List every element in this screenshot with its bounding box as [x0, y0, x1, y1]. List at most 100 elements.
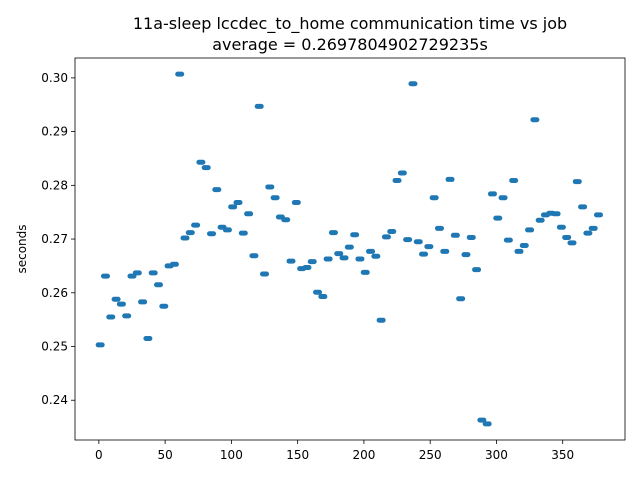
data-point — [440, 248, 450, 254]
chart-title: 11a-sleep lccdec_to_home communication t… — [133, 14, 567, 34]
data-point — [100, 273, 110, 279]
data-point — [238, 230, 248, 236]
data-point — [339, 255, 349, 261]
y-tick-label: 0.29 — [41, 125, 68, 139]
data-point — [588, 225, 598, 231]
data-point — [355, 256, 365, 262]
x-tick-label: 250 — [419, 448, 442, 462]
y-axis: 0.24 0.25 0.26 0.27 0.28 0.29 0.30 — [41, 71, 75, 407]
data-point — [392, 178, 402, 183]
chart-subtitle: average = 0.2697804902729235s — [212, 35, 488, 54]
data-point — [472, 267, 482, 273]
data-point — [207, 231, 217, 237]
data-point — [175, 71, 185, 77]
data-point — [185, 230, 195, 236]
data-point — [228, 204, 238, 210]
data-point — [116, 301, 126, 307]
data-point — [132, 270, 142, 276]
y-tick-label: 0.27 — [41, 232, 68, 246]
data-point — [169, 261, 179, 267]
data-point — [487, 191, 497, 197]
data-point — [578, 204, 588, 210]
data-point — [212, 187, 222, 193]
data-point — [153, 282, 163, 288]
x-tick-label: 200 — [352, 448, 375, 462]
data-point — [503, 237, 513, 243]
data-point — [286, 258, 296, 264]
y-axis-label: seconds — [15, 224, 29, 273]
data-point — [456, 296, 466, 302]
data-point — [477, 417, 487, 423]
x-tick-label: 150 — [286, 448, 309, 462]
data-point — [387, 229, 397, 235]
data-point — [138, 299, 148, 305]
data-point — [583, 230, 593, 236]
data-point — [567, 240, 577, 246]
data-point — [222, 227, 232, 233]
data-point — [593, 212, 603, 218]
data-point — [556, 224, 566, 230]
data-point — [111, 296, 121, 302]
data-point — [366, 248, 376, 254]
data-point — [376, 317, 386, 323]
data-point — [254, 103, 264, 109]
y-tick-label: 0.28 — [41, 178, 68, 192]
data-point — [514, 248, 524, 254]
x-tick-label: 300 — [485, 448, 508, 462]
data-point — [360, 269, 370, 275]
data-point — [302, 265, 312, 271]
data-point — [413, 239, 423, 245]
y-tick-label: 0.26 — [41, 286, 68, 300]
data-point — [344, 244, 354, 250]
data-point — [323, 256, 333, 262]
data-points — [95, 71, 603, 427]
data-point — [397, 170, 407, 176]
data-point — [201, 165, 211, 171]
data-point — [249, 253, 259, 259]
data-point — [572, 179, 582, 185]
data-point — [318, 294, 328, 300]
data-point — [466, 234, 476, 240]
data-point — [371, 253, 381, 259]
data-point — [525, 227, 535, 233]
data-point — [148, 270, 158, 276]
data-point — [509, 178, 519, 183]
data-point — [450, 232, 460, 238]
data-point — [196, 159, 206, 165]
data-point — [180, 235, 190, 241]
data-point — [291, 200, 301, 206]
data-point — [265, 184, 275, 190]
data-point — [551, 211, 561, 217]
data-point — [424, 244, 434, 250]
data-point — [535, 217, 545, 223]
data-point — [403, 237, 413, 243]
data-point — [519, 243, 529, 249]
data-point — [530, 117, 540, 123]
data-point — [328, 230, 338, 236]
data-point — [106, 314, 116, 320]
data-point — [408, 81, 418, 87]
x-tick-label: 0 — [95, 448, 103, 462]
y-tick-label: 0.25 — [41, 340, 68, 354]
data-point — [562, 234, 572, 240]
data-point — [313, 289, 323, 295]
x-tick-label: 100 — [220, 448, 243, 462]
data-point — [159, 303, 169, 309]
x-tick-label: 50 — [157, 448, 172, 462]
data-point — [498, 195, 508, 201]
data-point — [270, 195, 280, 201]
data-point — [445, 176, 455, 182]
data-point — [429, 195, 439, 201]
data-point — [260, 271, 270, 277]
data-point — [122, 313, 132, 319]
data-point — [307, 259, 317, 265]
data-point — [334, 251, 344, 257]
data-point — [381, 234, 391, 240]
data-point — [191, 222, 201, 228]
data-point — [233, 200, 243, 206]
data-point — [281, 217, 291, 223]
data-point — [482, 421, 492, 427]
y-tick-label: 0.30 — [41, 71, 68, 85]
data-point — [350, 232, 360, 238]
